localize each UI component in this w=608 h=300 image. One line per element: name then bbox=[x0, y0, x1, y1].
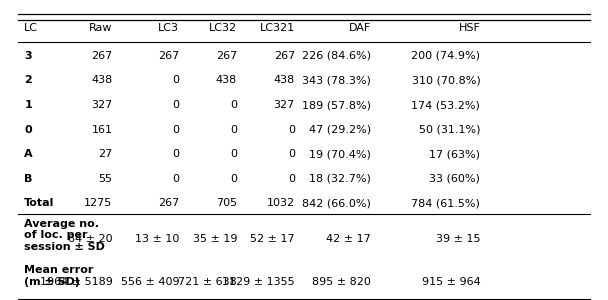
Text: 0: 0 bbox=[172, 124, 179, 135]
Text: 0: 0 bbox=[230, 100, 237, 110]
Text: 47 (29.2%): 47 (29.2%) bbox=[309, 124, 371, 135]
Text: 33 (60%): 33 (60%) bbox=[429, 174, 480, 184]
Text: 438: 438 bbox=[274, 75, 295, 85]
Text: Total: Total bbox=[24, 198, 55, 208]
Text: 1275: 1275 bbox=[85, 198, 112, 208]
Text: 0: 0 bbox=[172, 149, 179, 159]
Text: 35 ± 19: 35 ± 19 bbox=[193, 234, 237, 244]
Text: LC3: LC3 bbox=[158, 23, 179, 33]
Text: 1129 ± 1355: 1129 ± 1355 bbox=[223, 277, 295, 287]
Text: B: B bbox=[24, 174, 33, 184]
Text: 895 ± 820: 895 ± 820 bbox=[312, 277, 371, 287]
Text: 39 ± 15: 39 ± 15 bbox=[436, 234, 480, 244]
Text: 0: 0 bbox=[230, 149, 237, 159]
Text: HSF: HSF bbox=[458, 23, 480, 33]
Text: 1: 1 bbox=[24, 100, 32, 110]
Text: 0: 0 bbox=[172, 75, 179, 85]
Text: 0: 0 bbox=[288, 124, 295, 135]
Text: Average no.
of loc. per
session ± SD: Average no. of loc. per session ± SD bbox=[24, 219, 105, 252]
Text: 705: 705 bbox=[216, 198, 237, 208]
Text: 343 (78.3%): 343 (78.3%) bbox=[302, 75, 371, 85]
Text: 327: 327 bbox=[274, 100, 295, 110]
Text: 721 ± 638: 721 ± 638 bbox=[178, 277, 237, 287]
Text: 226 (84.6%): 226 (84.6%) bbox=[302, 51, 371, 61]
Text: 42 ± 17: 42 ± 17 bbox=[326, 234, 371, 244]
Text: 556 ± 409: 556 ± 409 bbox=[121, 277, 179, 287]
Text: 52 ± 17: 52 ± 17 bbox=[250, 234, 295, 244]
Text: 0: 0 bbox=[172, 174, 179, 184]
Text: 438: 438 bbox=[91, 75, 112, 85]
Text: 0: 0 bbox=[24, 124, 32, 135]
Text: LC32: LC32 bbox=[209, 23, 237, 33]
Text: 17 (63%): 17 (63%) bbox=[429, 149, 480, 159]
Text: 18 (32.7%): 18 (32.7%) bbox=[309, 174, 371, 184]
Text: 784 (61.5%): 784 (61.5%) bbox=[412, 198, 480, 208]
Text: 55: 55 bbox=[98, 174, 112, 184]
Text: 327: 327 bbox=[91, 100, 112, 110]
Text: 1032: 1032 bbox=[267, 198, 295, 208]
Text: Raw: Raw bbox=[89, 23, 112, 33]
Text: DAF: DAF bbox=[348, 23, 371, 33]
Text: 0: 0 bbox=[288, 174, 295, 184]
Text: 200 (74.9%): 200 (74.9%) bbox=[412, 51, 480, 61]
Text: 50 (31.1%): 50 (31.1%) bbox=[419, 124, 480, 135]
Text: 267: 267 bbox=[158, 51, 179, 61]
Text: 3: 3 bbox=[24, 51, 32, 61]
Text: 0: 0 bbox=[288, 149, 295, 159]
Text: 1964 ± 5189: 1964 ± 5189 bbox=[40, 277, 112, 287]
Text: 0: 0 bbox=[172, 100, 179, 110]
Text: 267: 267 bbox=[158, 198, 179, 208]
Text: 842 (66.0%): 842 (66.0%) bbox=[302, 198, 371, 208]
Text: LC321: LC321 bbox=[260, 23, 295, 33]
Text: 161: 161 bbox=[91, 124, 112, 135]
Text: 267: 267 bbox=[274, 51, 295, 61]
Text: 0: 0 bbox=[230, 124, 237, 135]
Text: 310 (70.8%): 310 (70.8%) bbox=[412, 75, 480, 85]
Text: 438: 438 bbox=[216, 75, 237, 85]
Text: Mean error
(m ± SD): Mean error (m ± SD) bbox=[24, 265, 94, 287]
Text: 27: 27 bbox=[98, 149, 112, 159]
Text: 174 (53.2%): 174 (53.2%) bbox=[412, 100, 480, 110]
Text: 189 (57.8%): 189 (57.8%) bbox=[302, 100, 371, 110]
Text: 915 ± 964: 915 ± 964 bbox=[421, 277, 480, 287]
Text: LC: LC bbox=[24, 23, 38, 33]
Text: 2: 2 bbox=[24, 75, 32, 85]
Text: 64 ± 20: 64 ± 20 bbox=[68, 234, 112, 244]
Text: 267: 267 bbox=[216, 51, 237, 61]
Text: 19 (70.4%): 19 (70.4%) bbox=[309, 149, 371, 159]
Text: 267: 267 bbox=[91, 51, 112, 61]
Text: A: A bbox=[24, 149, 33, 159]
Text: 0: 0 bbox=[230, 174, 237, 184]
Text: 13 ± 10: 13 ± 10 bbox=[135, 234, 179, 244]
